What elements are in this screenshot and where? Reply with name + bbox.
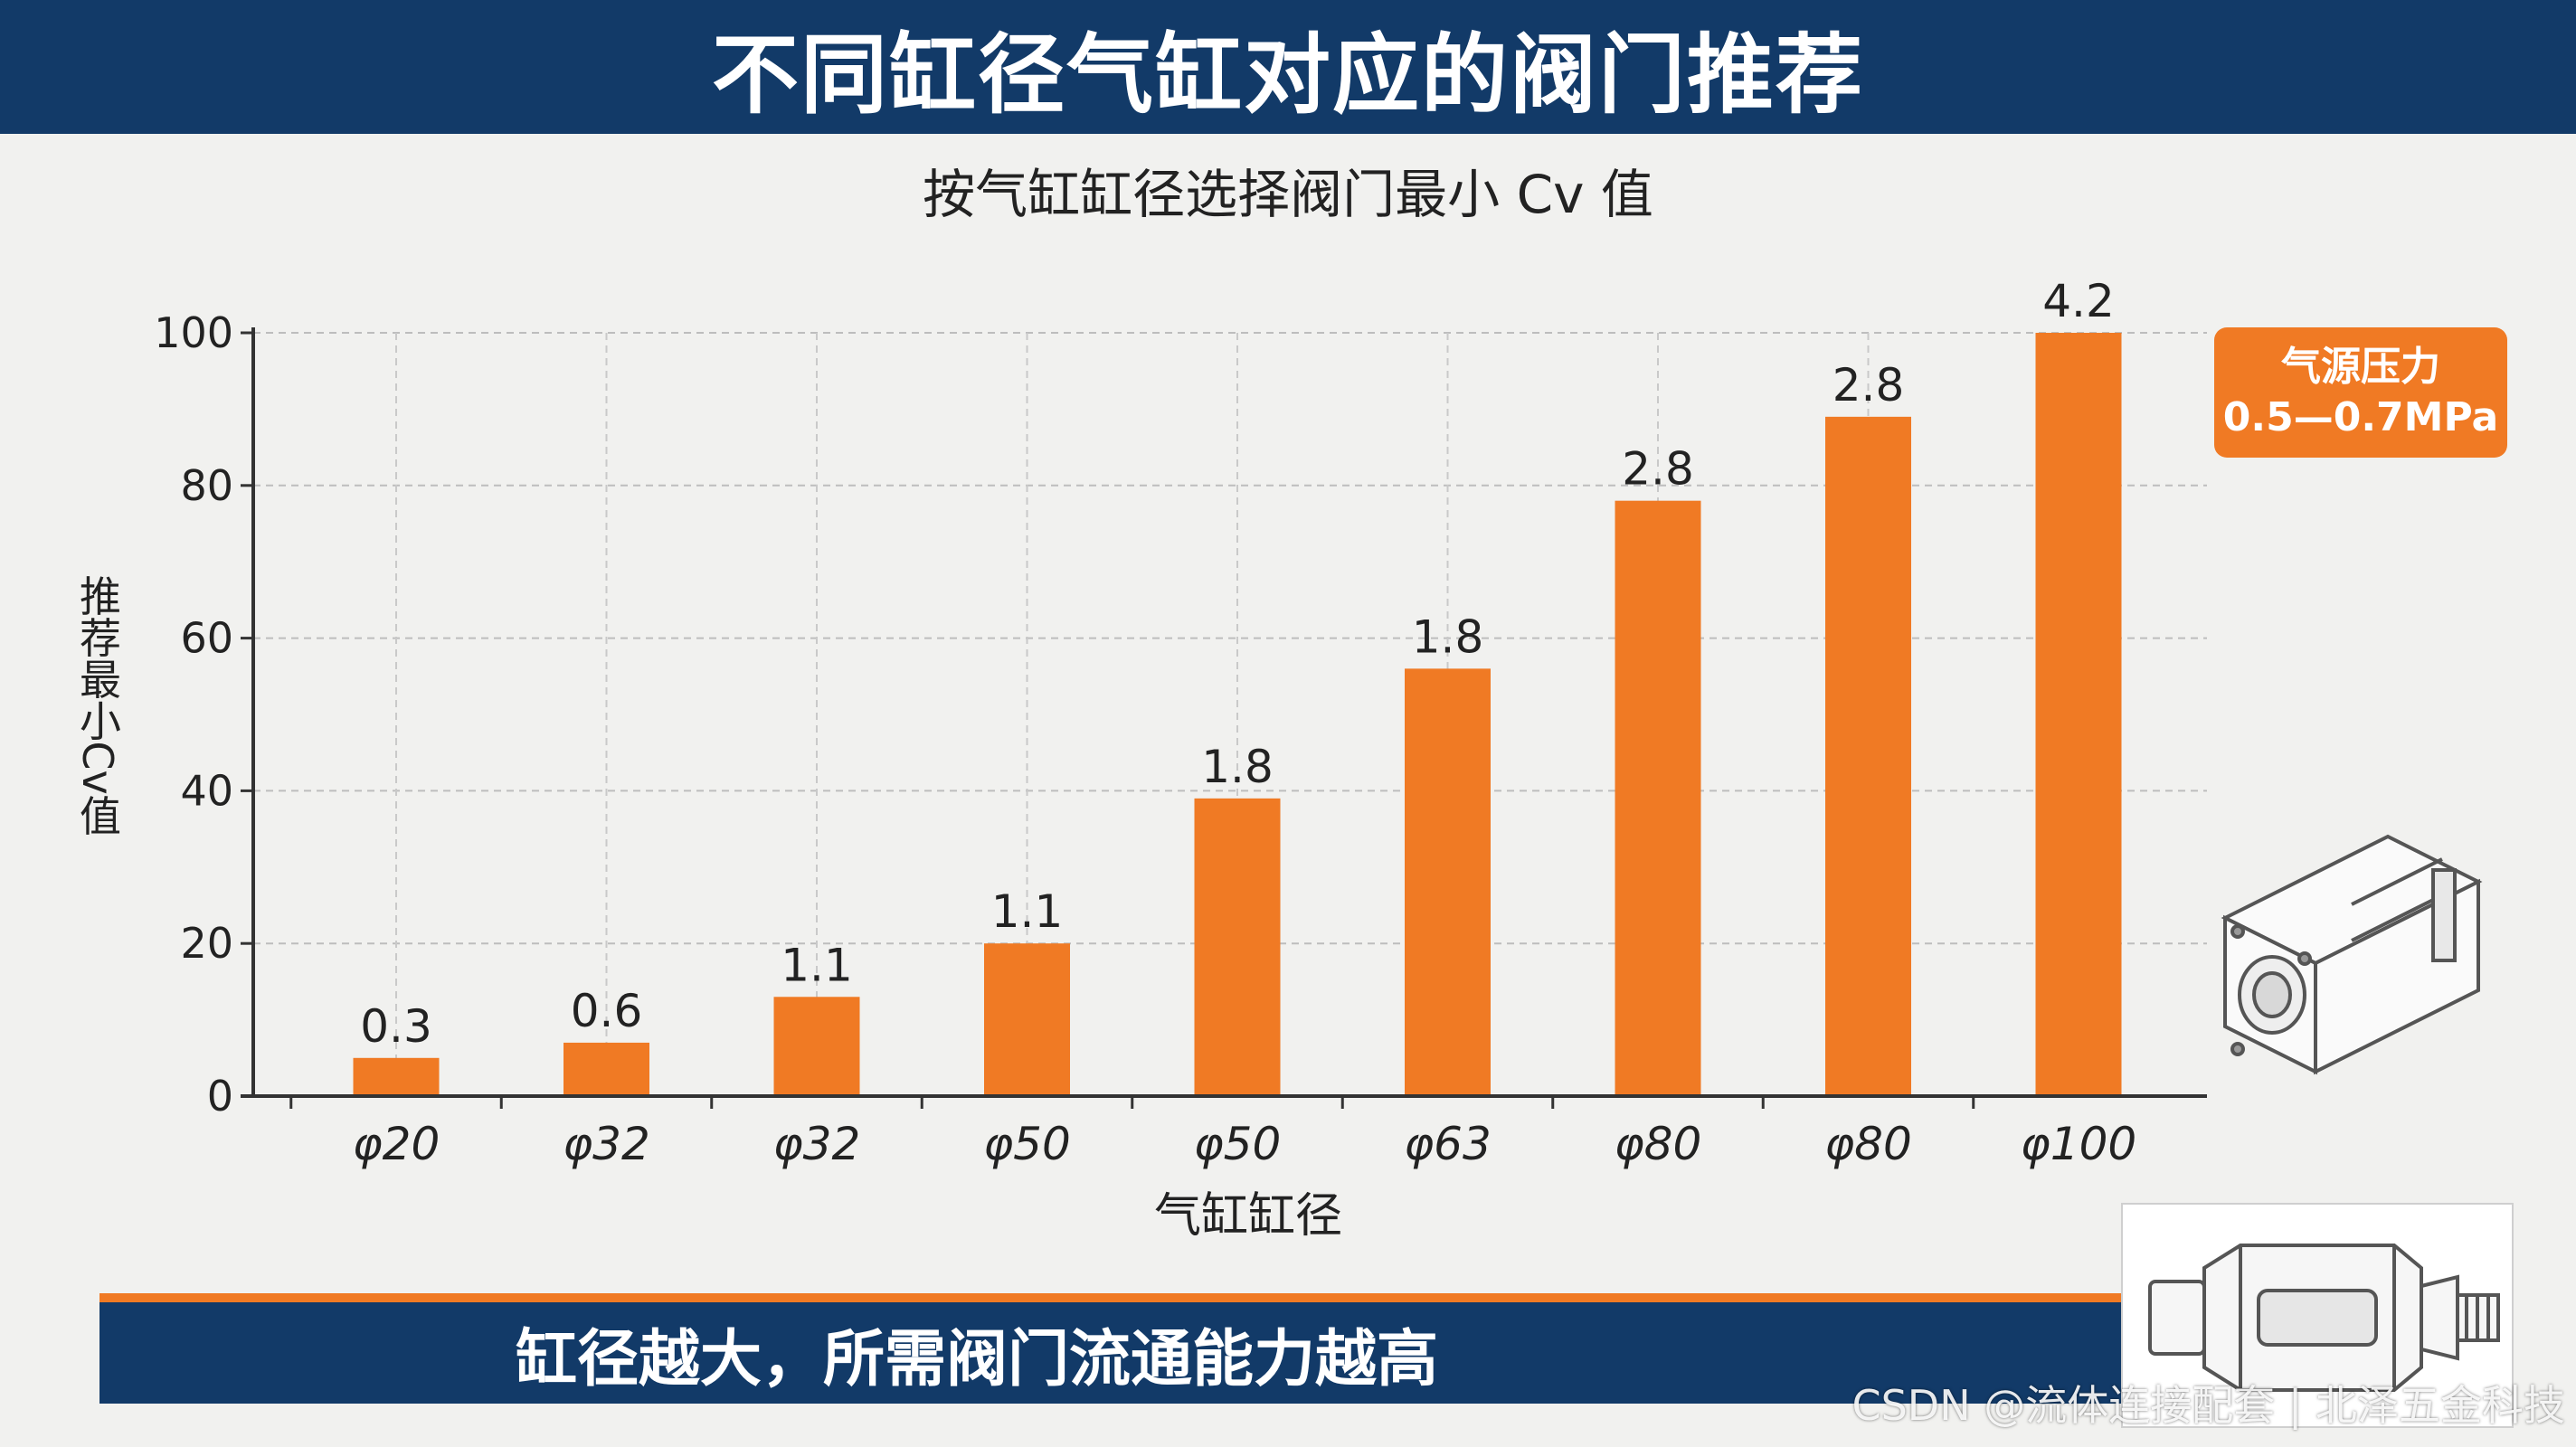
data-label: 1.1 <box>781 939 853 991</box>
pressure-callout: 气源压力 0.5—0.7MPa <box>2214 327 2507 458</box>
data-label: 2.8 <box>1833 359 1905 411</box>
title-banner: 不同缸径气缸对应的阀门推荐 <box>0 0 2576 134</box>
data-label: 2.8 <box>1622 443 1694 496</box>
watermark: CSDN @流体连接配套 | 北泽五金科技 <box>1852 1381 2565 1430</box>
x-tick-label: φ80 <box>1824 1118 1912 1170</box>
y-tick-label: 80 <box>180 461 233 510</box>
cylinder-illustration <box>2221 834 2483 1075</box>
labels-layer: 0.3 φ20 0.6 φ32 1.1 φ32 1.1 φ50 1.8 φ50 1.8 φ63 2.8 φ… <box>353 275 2137 1170</box>
x-axis-label: 气缸缸径 <box>1154 1189 1342 1244</box>
x-tick-label: φ50 <box>983 1118 1071 1170</box>
x-tick-label: φ63 <box>1404 1118 1492 1170</box>
bar <box>1615 500 1701 1096</box>
axes-layer: 0 20 40 60 80 100 <box>154 308 2207 1121</box>
y-tick-label: 40 <box>180 766 233 815</box>
data-label: 1.1 <box>991 885 1064 938</box>
bar <box>773 997 860 1096</box>
x-tick-label: φ32 <box>773 1118 861 1170</box>
callout-line2: 0.5—0.7MPa <box>2222 394 2499 440</box>
x-tick-label: φ32 <box>563 1118 650 1170</box>
page-title: 不同缸径气缸对应的阀门推荐 <box>712 24 1864 126</box>
x-tick-label: φ20 <box>353 1118 440 1170</box>
bar <box>2035 333 2122 1096</box>
bar <box>1194 798 1281 1096</box>
bar <box>564 1042 649 1096</box>
bar <box>984 943 1070 1096</box>
conclusion-text: 缸径越大，所需阀门流通能力越高 <box>515 1323 1438 1395</box>
data-label: 1.8 <box>1412 610 1484 663</box>
bars-layer <box>353 333 2122 1097</box>
conclusion-banner: 缸径越大，所需阀门流通能力越高 <box>99 1293 2126 1404</box>
data-label: 0.3 <box>360 1000 432 1053</box>
bar <box>1405 668 1491 1096</box>
x-tick-label: φ50 <box>1194 1118 1282 1170</box>
y-tick-label: 100 <box>154 308 233 357</box>
callout-line1: 气源压力 <box>2281 344 2440 390</box>
data-label: 0.6 <box>571 985 643 1037</box>
y-tick-label: 20 <box>180 919 233 968</box>
x-tick-label: φ80 <box>1615 1118 1702 1170</box>
chart-subtitle: 按气缸缸径选择阀门最小 Cv 值 <box>923 164 1653 225</box>
fitting-illustration <box>2148 1244 2500 1392</box>
y-tick-label: 0 <box>207 1072 233 1121</box>
data-label: 4.2 <box>2042 275 2115 327</box>
x-tick-label: φ100 <box>2021 1118 2136 1170</box>
y-tick-label: 60 <box>180 614 233 663</box>
bar <box>353 1057 440 1096</box>
data-label: 1.8 <box>1201 741 1274 793</box>
y-axis-label: 推荐最小Cv值 <box>73 574 122 836</box>
bar <box>1825 416 1911 1097</box>
fitting-illustration-frame <box>2121 1203 2514 1428</box>
